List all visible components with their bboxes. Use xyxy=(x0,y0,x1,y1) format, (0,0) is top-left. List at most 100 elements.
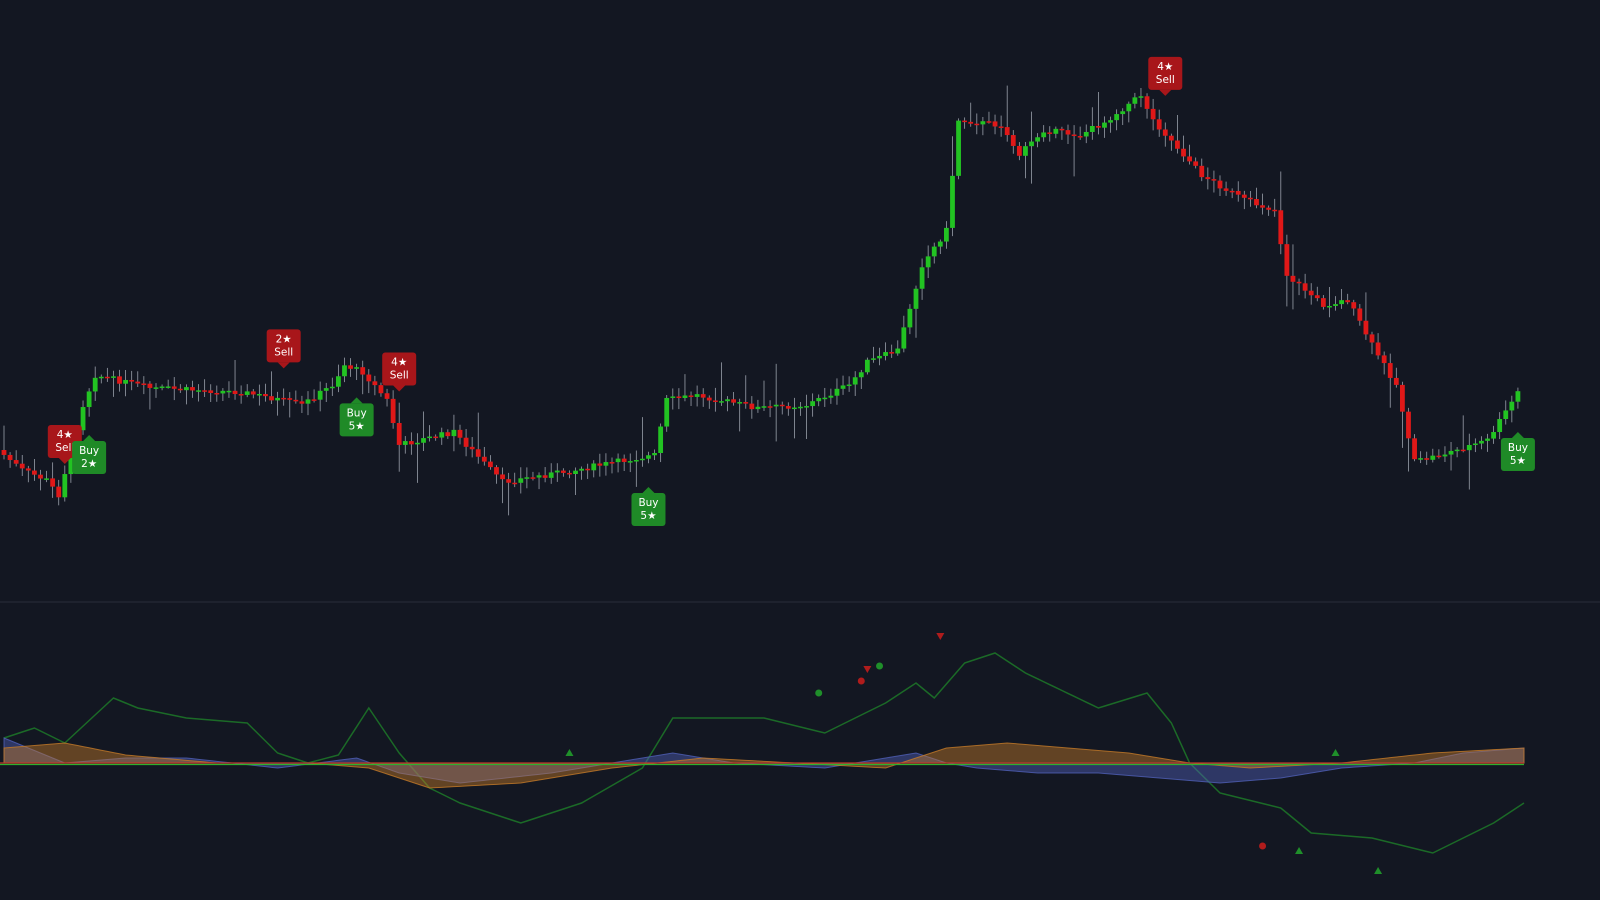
signal-dot xyxy=(1259,842,1267,850)
candle-body xyxy=(609,462,615,464)
candle-body xyxy=(92,377,98,392)
candle-body xyxy=(256,393,262,396)
candle-body xyxy=(1065,130,1071,135)
candle-body xyxy=(360,367,366,375)
candle-body xyxy=(1193,161,1199,166)
candle-body xyxy=(1059,128,1065,131)
badge-pointer xyxy=(350,397,363,404)
candle-body xyxy=(530,477,536,479)
badge-stars-text: 4★ xyxy=(57,429,73,441)
candle-body xyxy=(384,393,390,399)
candle-body xyxy=(244,391,250,395)
candle-body xyxy=(579,468,584,471)
candle-body xyxy=(1466,444,1472,451)
candle-body xyxy=(1144,96,1150,109)
candle-body xyxy=(177,388,183,391)
candle-body xyxy=(38,474,43,479)
candle-body xyxy=(506,479,512,483)
candle-body xyxy=(883,352,888,356)
candle-body xyxy=(1205,177,1211,180)
candle-body xyxy=(1114,114,1120,121)
candle-body xyxy=(1327,305,1332,308)
candle-body xyxy=(1248,197,1253,200)
candle-body xyxy=(336,376,341,387)
candle-body xyxy=(129,379,135,382)
candle-body xyxy=(956,120,961,176)
badge-side-text: Buy xyxy=(79,445,99,457)
badge-box xyxy=(631,493,666,526)
candle-body xyxy=(615,458,621,463)
candle-body xyxy=(1381,355,1387,364)
badge-box xyxy=(266,329,301,363)
candle-body xyxy=(1004,127,1010,136)
candle-body xyxy=(1047,132,1053,134)
candle-body xyxy=(396,423,402,445)
candle-body xyxy=(1108,120,1113,123)
signal-triangle-up xyxy=(1331,749,1340,756)
oscillator-pane xyxy=(0,633,1526,874)
candle-body xyxy=(567,472,572,475)
candle-body xyxy=(992,121,998,127)
candle-body xyxy=(998,126,1004,128)
candle-body xyxy=(1077,136,1083,138)
candle-body xyxy=(354,367,360,369)
candle-body xyxy=(62,474,68,498)
candle-body xyxy=(895,348,901,354)
candle-body xyxy=(408,441,414,445)
candle-body xyxy=(1406,411,1411,439)
badge-side-text: Sell xyxy=(390,370,409,382)
candle-body xyxy=(840,385,846,389)
candle-body xyxy=(1,450,7,455)
candle-body xyxy=(196,390,201,392)
candle-body xyxy=(50,478,56,487)
candle-body xyxy=(171,386,177,389)
candle-body xyxy=(1162,129,1168,136)
candle-body xyxy=(560,470,566,473)
candle-body xyxy=(767,406,773,408)
candle-body xyxy=(305,399,311,404)
candle-body xyxy=(950,175,955,228)
candle-body xyxy=(141,383,147,385)
candle-body xyxy=(1199,165,1205,178)
badge-pointer xyxy=(642,487,655,493)
candle-body xyxy=(871,358,876,360)
candle-body xyxy=(378,385,384,394)
candle-body xyxy=(457,429,463,438)
candle-body xyxy=(1083,131,1089,137)
candle-body xyxy=(1229,190,1235,193)
candle-body xyxy=(1284,244,1290,276)
candle-body xyxy=(804,406,809,408)
candle-body xyxy=(591,463,597,471)
candle-body xyxy=(323,388,329,391)
candle-body xyxy=(123,379,128,384)
candle-body xyxy=(986,121,992,123)
candle-body xyxy=(652,452,657,456)
candle-body xyxy=(682,395,688,399)
candle-body xyxy=(1400,384,1405,412)
candle-body xyxy=(98,376,104,379)
candle-body xyxy=(329,386,335,389)
candle-body xyxy=(889,352,895,354)
signal-triangle-up xyxy=(1295,847,1304,854)
candle-body xyxy=(1308,290,1314,296)
candle-body xyxy=(822,397,828,400)
candle-body xyxy=(488,461,493,468)
badge-box xyxy=(1148,56,1183,90)
sell-signal-badge: 2★Sell xyxy=(266,329,301,369)
candle-body xyxy=(147,383,153,388)
candle-body xyxy=(858,372,864,378)
candle-body xyxy=(481,456,487,462)
candle-body xyxy=(512,482,518,485)
candle-body xyxy=(536,475,542,478)
candle-body xyxy=(694,394,700,397)
sell-signal-badge: 4★Sell xyxy=(382,352,417,392)
badge-stars-text: 5★ xyxy=(349,420,365,432)
candle-body xyxy=(165,386,171,388)
candle-body xyxy=(1430,455,1436,460)
candle-body xyxy=(135,381,141,384)
candle-body xyxy=(925,256,931,268)
candle-body xyxy=(1016,145,1022,156)
candle-body xyxy=(1156,119,1162,130)
candle-body xyxy=(700,394,706,398)
